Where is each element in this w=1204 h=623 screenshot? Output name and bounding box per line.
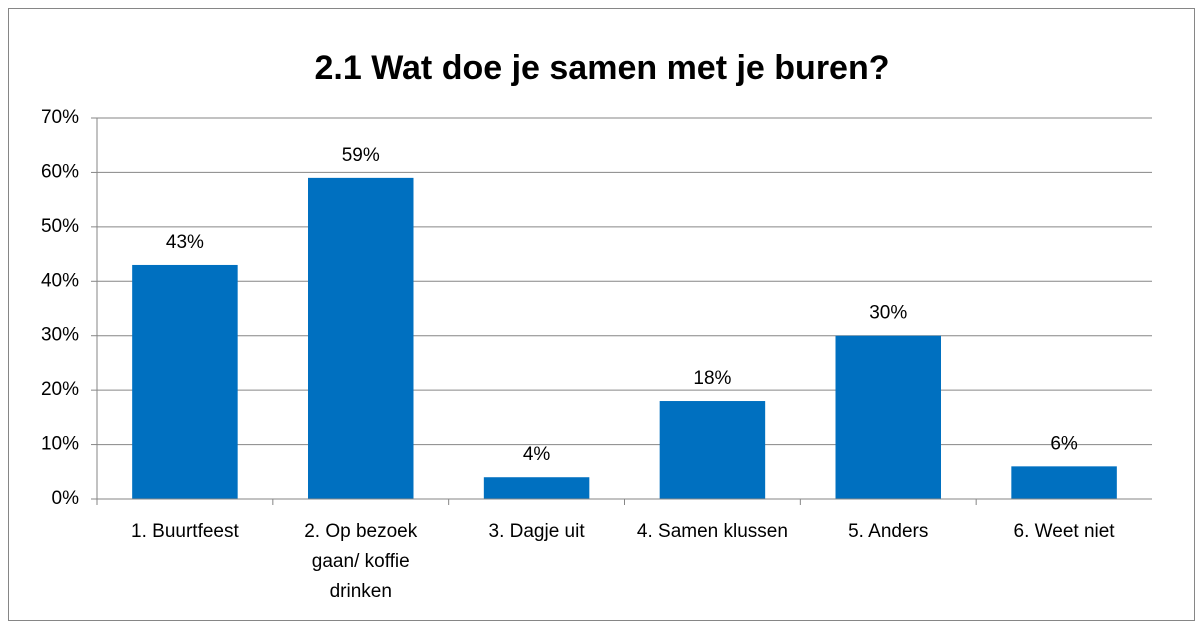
bar bbox=[659, 401, 766, 499]
chart-title: 2.1 Wat doe je samen met je buren? bbox=[314, 49, 889, 87]
y-tick-label: 50% bbox=[41, 216, 79, 237]
x-tick-label: 3. Dagje uit bbox=[488, 521, 585, 542]
data-label: 6% bbox=[1050, 433, 1078, 454]
data-label: 59% bbox=[342, 145, 380, 166]
x-tick-label: 4. Samen klussen bbox=[636, 521, 788, 542]
y-tick-label: 70% bbox=[41, 107, 79, 128]
bar bbox=[835, 335, 941, 499]
x-tick-label: 1. Buurtfeest bbox=[131, 521, 239, 542]
x-tick-label: 2. Op bezoek gaan/ koffie drinken bbox=[304, 521, 418, 602]
y-tick-label: 60% bbox=[41, 161, 79, 182]
x-tick-label: 5. Anders bbox=[848, 521, 929, 542]
bar bbox=[1011, 466, 1117, 499]
data-label: 4% bbox=[523, 444, 551, 465]
y-tick-label: 20% bbox=[41, 379, 79, 400]
y-tick-label: 0% bbox=[52, 488, 80, 509]
data-label: 43% bbox=[166, 232, 204, 253]
bar bbox=[308, 177, 414, 499]
y-tick-label: 30% bbox=[41, 325, 79, 346]
x-tick-label: 6. Weet niet bbox=[1013, 521, 1115, 542]
data-label: 18% bbox=[693, 368, 731, 389]
data-label: 30% bbox=[869, 303, 907, 324]
bar bbox=[483, 477, 590, 499]
bar bbox=[132, 264, 238, 499]
y-tick-label: 10% bbox=[41, 434, 79, 455]
y-tick-label: 40% bbox=[41, 270, 79, 291]
